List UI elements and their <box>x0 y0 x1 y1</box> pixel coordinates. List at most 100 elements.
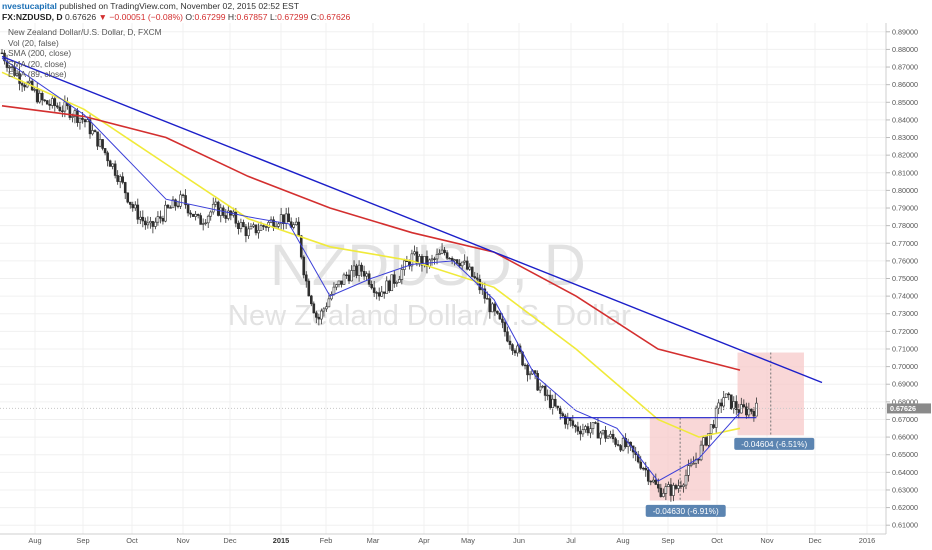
candle-body <box>405 260 409 262</box>
candle-body <box>465 260 469 270</box>
candle-body <box>664 486 668 494</box>
candle-body <box>380 291 384 297</box>
y-tick-label: 0.86000 <box>892 80 918 89</box>
candle-body <box>704 437 708 446</box>
candle-body <box>116 175 119 182</box>
candle-body <box>216 201 220 216</box>
y-tick-label: 0.77000 <box>892 239 918 248</box>
y-tick-label: 0.71000 <box>892 344 918 353</box>
candle-body <box>433 258 436 260</box>
candle-body <box>382 291 386 294</box>
price-axis[interactable]: 0.89000 0.88000 0.87000 0.86000 0.85000 0.840… <box>886 27 931 530</box>
candle-body <box>463 260 466 263</box>
candle-body <box>599 432 602 439</box>
open-value: 0.67299 <box>194 12 226 22</box>
candle-body <box>204 222 207 224</box>
candle-body <box>551 398 555 409</box>
candle-body <box>689 463 693 466</box>
candle-body <box>50 98 54 106</box>
candle-body <box>196 213 200 216</box>
y-tick-label: 0.73000 <box>892 309 918 318</box>
candle-body <box>181 194 185 196</box>
candle-body <box>601 430 605 434</box>
candle-body <box>330 294 333 300</box>
x-tick-label: Sep <box>76 536 89 545</box>
candle-body <box>574 425 577 428</box>
candle-body <box>370 284 373 289</box>
candle-body <box>536 373 539 391</box>
time-axis[interactable]: Aug Sep Oct Nov Dec 2015 Feb Mar Apr May Jun Jul Aug… <box>28 536 875 545</box>
high-value: 0.67857 <box>236 12 268 22</box>
candle-body <box>475 277 479 280</box>
candle-body <box>649 480 653 483</box>
candle-body <box>189 212 192 215</box>
candle-body <box>63 101 67 112</box>
candle-body <box>96 131 99 147</box>
candle-body <box>166 204 170 208</box>
candle-body <box>589 428 592 434</box>
legend-ema89[interactable]: EMA (89, close) <box>8 69 67 80</box>
candle-body <box>576 426 580 432</box>
x-tick-label: Nov <box>176 536 189 545</box>
candle-body <box>209 211 213 217</box>
candle-body <box>687 465 690 476</box>
candle-body <box>501 318 504 323</box>
candle-body <box>641 467 645 470</box>
candle-body <box>737 409 741 414</box>
candle-body <box>745 406 748 416</box>
symbol-label[interactable]: FX:NZDUSD, D <box>2 12 63 22</box>
candle-body <box>113 163 117 176</box>
low-label: L: <box>269 12 278 22</box>
grid <box>0 23 886 534</box>
measure-label-bg <box>734 437 815 450</box>
candle-body <box>443 249 446 253</box>
y-tick-label: 0.63000 <box>892 485 918 494</box>
legend-sma200[interactable]: SMA (200, close) <box>8 48 72 59</box>
x-tick-label: 2016 <box>859 536 875 545</box>
candle-body <box>320 310 323 320</box>
author-link[interactable]: nvestucapital <box>2 1 57 11</box>
candle-body <box>448 257 451 260</box>
candle-body <box>264 226 268 228</box>
y-tick-label: 0.69000 <box>892 380 918 389</box>
candle-body <box>594 422 597 424</box>
legend-sma20[interactable]: SMA (20, close) <box>8 58 67 69</box>
candle-body <box>159 216 162 219</box>
candle-body <box>259 225 263 231</box>
candle-body <box>106 152 109 162</box>
candle-body <box>242 222 245 227</box>
candle-body <box>727 393 731 396</box>
candle-body <box>732 401 736 410</box>
candle-body <box>699 444 703 461</box>
x-tick-label: Oct <box>126 536 138 545</box>
candle-body <box>662 493 665 497</box>
candle-body <box>684 475 688 486</box>
candle-body <box>0 52 4 55</box>
candle-body <box>611 433 615 440</box>
candle-body <box>53 98 57 107</box>
candle-body <box>254 224 258 234</box>
publish-header: nvestucapital published on TradingView.c… <box>2 1 299 11</box>
y-tick-label: 0.65000 <box>892 450 918 459</box>
candle-body <box>88 119 92 135</box>
legend-vol[interactable]: Vol (20, false) <box>8 37 59 48</box>
candle-body <box>491 303 494 313</box>
candle-body <box>201 223 205 225</box>
candle-body <box>161 218 165 222</box>
candle-body <box>470 266 474 277</box>
candle-body <box>455 259 459 264</box>
candle-body <box>375 292 378 294</box>
candle-body <box>144 220 147 226</box>
candle-body <box>591 422 595 430</box>
candle-body <box>468 266 472 270</box>
y-tick-label: 0.67000 <box>892 415 918 424</box>
candle-body <box>435 254 439 260</box>
candle-body <box>453 259 456 261</box>
candle-body <box>596 422 600 439</box>
candle-body <box>83 119 87 123</box>
candle-body <box>262 225 265 227</box>
symbol-header: FX:NZDUSD, D 0.67626 ▼ −0.00051 (−0.08%)… <box>2 12 350 22</box>
candle-body <box>430 258 434 261</box>
candle-body <box>48 103 52 106</box>
